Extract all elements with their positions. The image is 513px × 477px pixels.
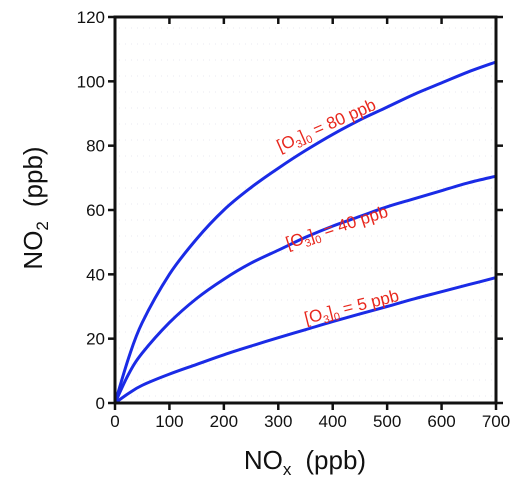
label-40ppb: [O3]0 = 40 ppb (283, 202, 391, 256)
y-tick-label: 80 (86, 137, 105, 156)
y-tick-label: 20 (86, 330, 105, 349)
x-tick-label: 200 (210, 412, 238, 431)
x-tick-label: 600 (427, 412, 455, 431)
series-line-0 (113, 60, 498, 405)
y-tick-label: 60 (86, 201, 105, 220)
x-axis-title: NOx (ppb) (244, 445, 366, 477)
series-line-2 (113, 276, 498, 405)
y-tick-label: 100 (77, 72, 105, 91)
x-tick-label: 300 (264, 412, 292, 431)
series-line-1 (113, 174, 498, 405)
y-tick-label: 40 (86, 265, 105, 284)
x-tick-label: 100 (155, 412, 183, 431)
x-tick-label: 0 (110, 412, 119, 431)
x-tick-label: 700 (482, 412, 510, 431)
plot-frame (113, 15, 498, 405)
curves-group (113, 60, 498, 405)
x-tick-label: 400 (319, 412, 347, 431)
curve-labels-group: [O3]0 = 80 ppb [O3]0 = 40 ppb [O3]0 = 5 … (274, 95, 401, 331)
label-5ppb: [O3]0 = 5 ppb (302, 286, 401, 331)
y-tick-label: 0 (96, 394, 105, 413)
tick-labels-group: 0 100 200 300 400 500 600 700 0 20 40 60 80 100 120 (77, 8, 511, 431)
plot-border (113, 15, 498, 405)
ticks-group (108, 15, 503, 410)
dotted-background (119, 27, 492, 397)
y-tick-label: 120 (77, 8, 105, 27)
x-tick-label: 500 (373, 412, 401, 431)
y-axis-title: NO2(ppb) (18, 146, 52, 269)
label-80ppb: [O3]0 = 80 ppb (274, 95, 380, 158)
